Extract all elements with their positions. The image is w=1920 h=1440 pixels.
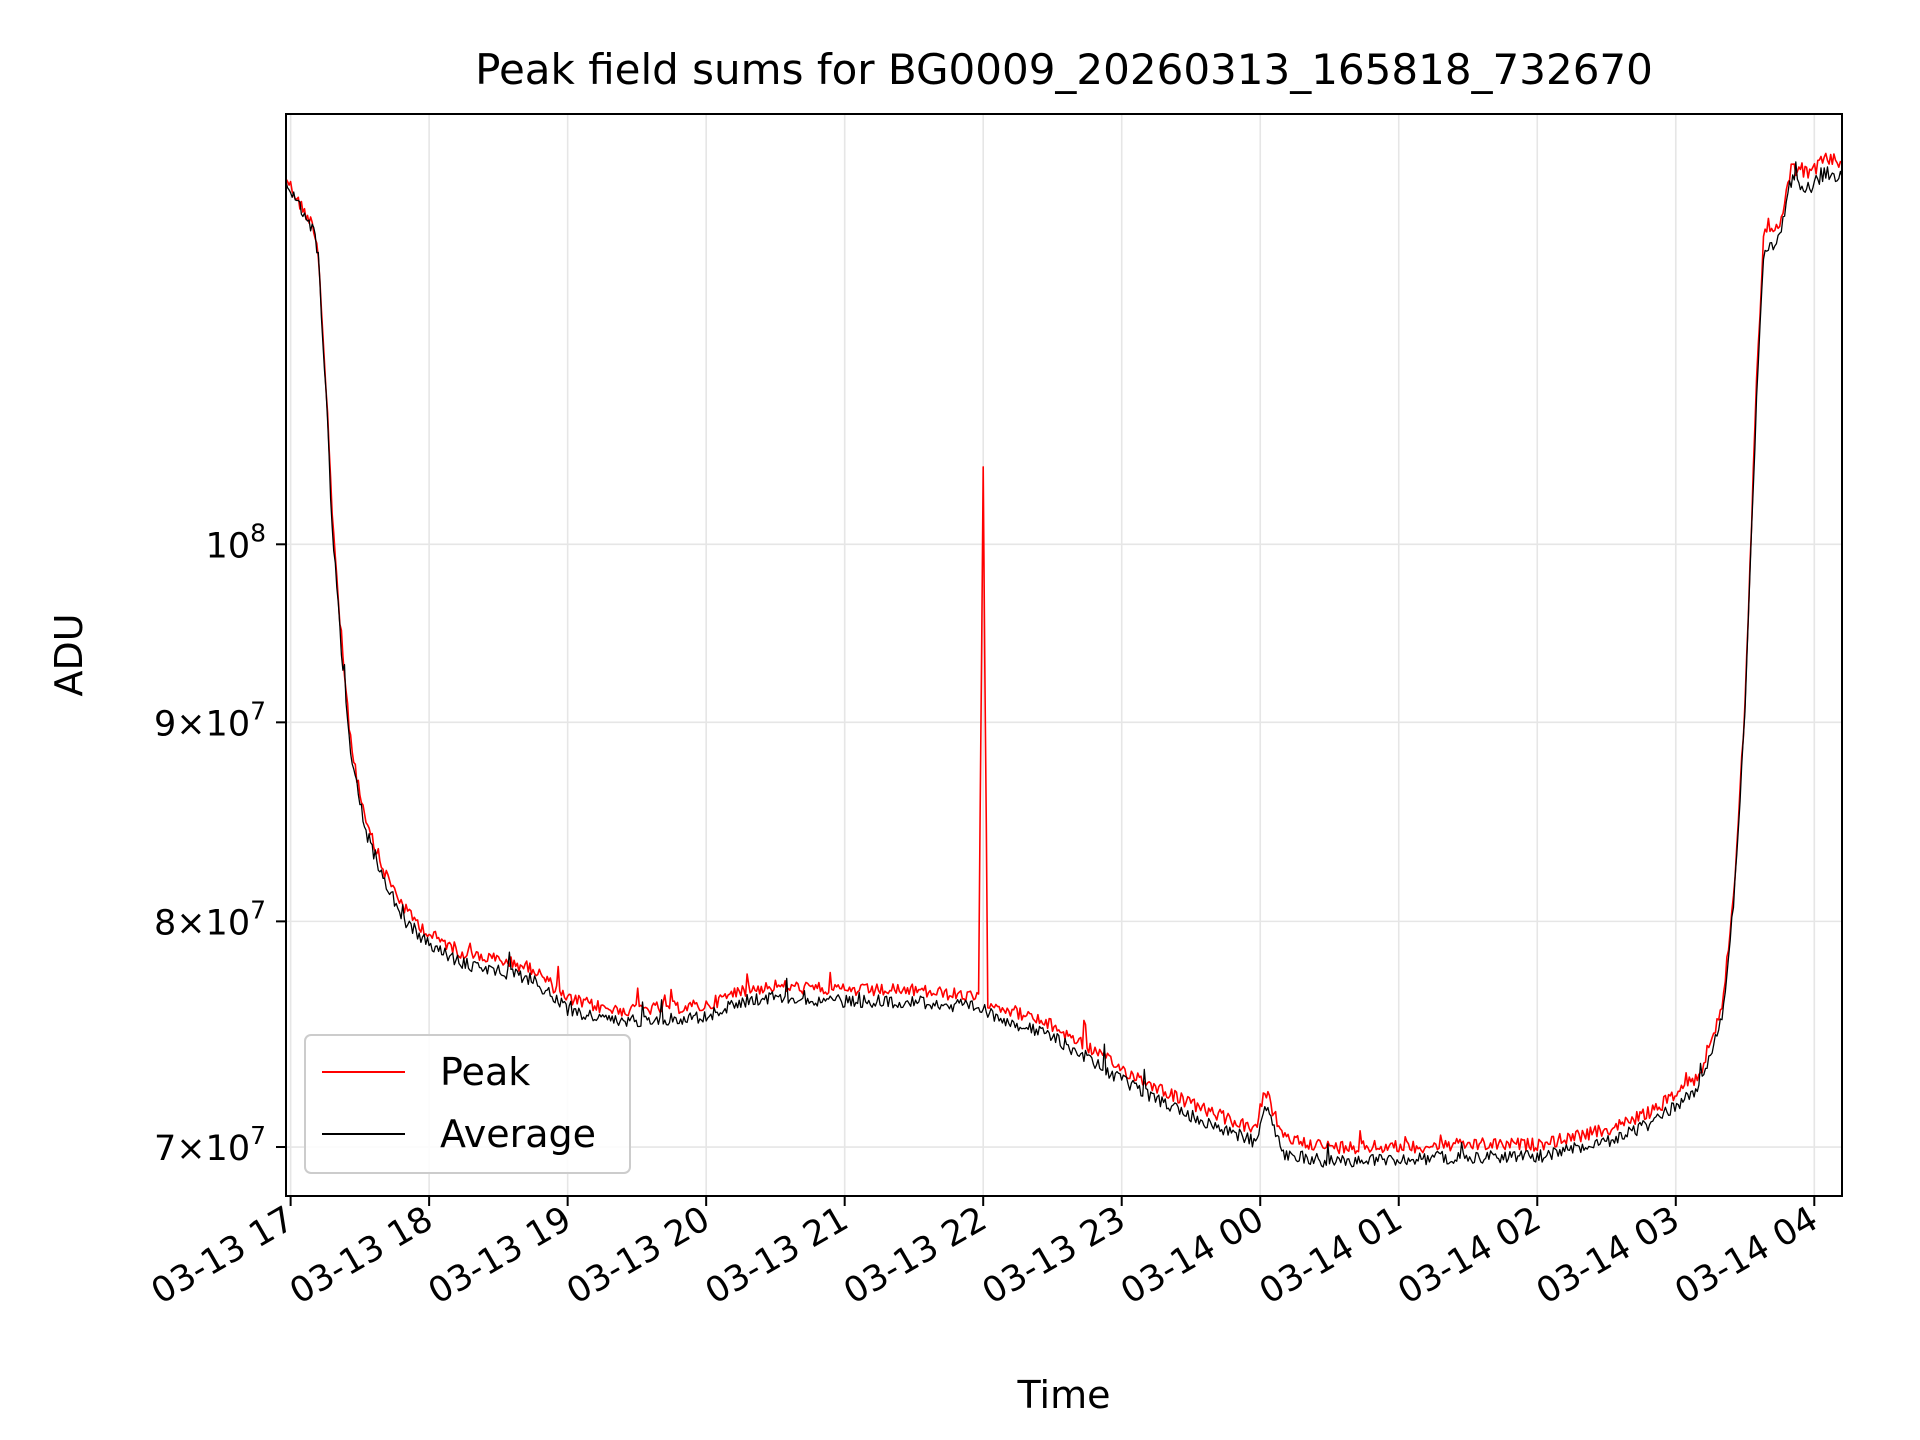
y-tick-label: 9×107 [154,696,266,744]
series-line-average [285,161,1843,1168]
x-tick-label: 03-14 00 [1114,1199,1270,1312]
x-tick-label: 03-13 21 [699,1199,855,1312]
y-tick-label: 108 [206,518,266,566]
series-line-peak [285,152,1843,1155]
plot-frame [285,113,1843,1197]
x-tick-label: 03-14 02 [1391,1199,1547,1312]
chart-title: Peak field sums for BG0009_20260313_1658… [475,45,1653,94]
x-tick-label: 03-13 22 [837,1199,993,1312]
x-tick-label: 03-13 18 [283,1199,439,1312]
y-axis-label: ADU [47,613,91,696]
x-tick-label: 03-13 17 [145,1199,301,1312]
x-tick-label: 03-13 19 [422,1199,578,1312]
x-axis-label: Time [1017,1373,1111,1417]
legend: Peak Average [304,1034,631,1174]
x-tick-label: 03-13 20 [560,1199,716,1312]
legend-label-peak: Peak [440,1050,530,1094]
x-tick-label: 03-14 01 [1253,1199,1409,1312]
x-tick-label: 03-14 04 [1669,1199,1825,1312]
legend-box [304,1034,631,1174]
series-group [285,152,1843,1168]
x-tick-label: 03-14 03 [1530,1199,1686,1312]
y-tick-label: 7×107 [154,1121,266,1169]
y-axis: 7×107 8×107 9×107 108 [154,518,286,1169]
legend-label-average: Average [440,1112,596,1156]
x-tick-label: 03-13 23 [976,1199,1132,1312]
y-tick-label: 8×107 [154,895,266,943]
